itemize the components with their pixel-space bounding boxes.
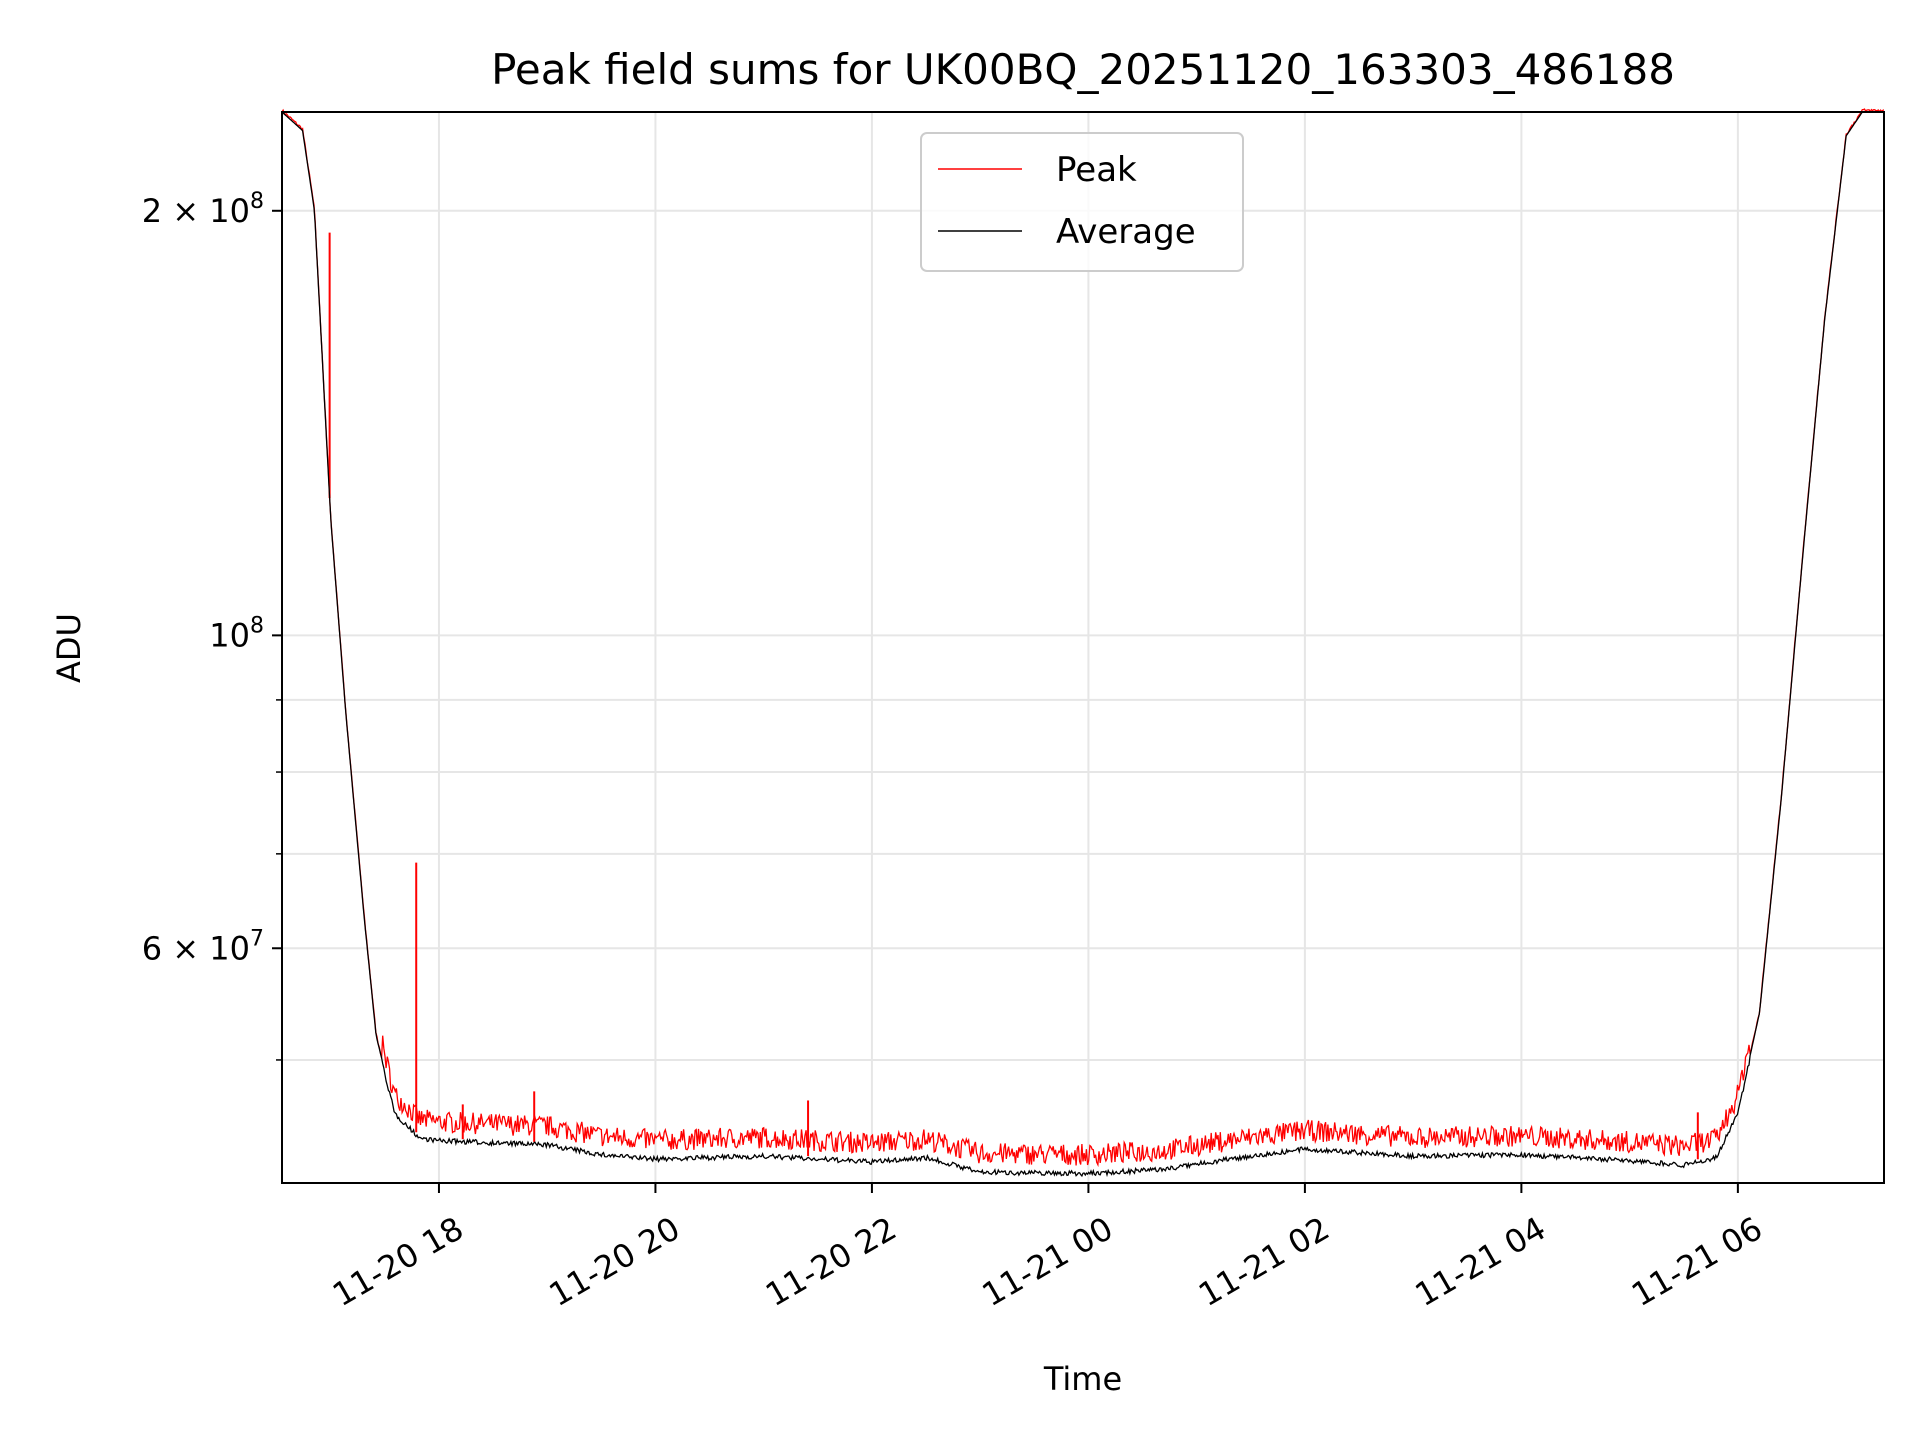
x-tick-label: 11-20 20: [543, 1209, 687, 1314]
legend-peak-label: Peak: [1056, 150, 1137, 190]
y-axis: 2 × 108 108 6 × 107: [142, 189, 282, 1061]
grid: [282, 112, 1884, 1183]
x-tick-label: 11-20 18: [326, 1209, 470, 1314]
y-tick-label: 6 × 107: [142, 926, 264, 967]
x-tick-label: 11-21 02: [1192, 1209, 1336, 1314]
x-tick-label: 11-21 00: [976, 1209, 1120, 1314]
y-axis-label: ADU: [50, 613, 88, 683]
peak-series-line: [281, 108, 1885, 1168]
x-tick-label: 11-21 06: [1625, 1209, 1769, 1314]
x-axis: 11-20 18 11-20 20 11-20 22 11-21 00 11-21 02…: [326, 1183, 1769, 1314]
plot-area: [281, 108, 1885, 1178]
axes-frame: [281, 111, 1885, 1184]
x-tick-label: 11-21 04: [1409, 1209, 1553, 1314]
x-tick-label: 11-20 22: [759, 1209, 903, 1314]
y-tick-label: 2 × 108: [142, 189, 264, 230]
chart-title: Peak field sums for UK00BQ_20251120_1633…: [491, 45, 1675, 94]
legend: Peak Average: [920, 132, 1244, 272]
legend-average-label: Average: [1056, 212, 1196, 252]
y-tick-label: 108: [209, 613, 264, 654]
average-series-line: [281, 111, 1884, 1178]
x-axis-label: Time: [1043, 1360, 1122, 1398]
